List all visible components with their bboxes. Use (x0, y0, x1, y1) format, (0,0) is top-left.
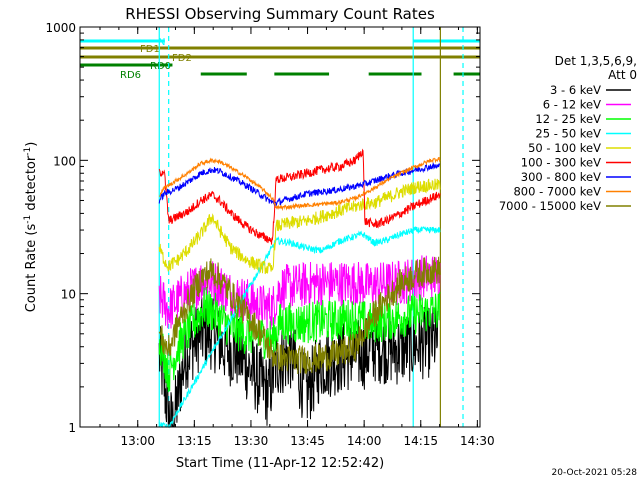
legend-label-2: 12 - 25 keV (535, 112, 601, 126)
legend-label-3: 25 - 50 keV (535, 127, 601, 141)
y-tick-label-3: 1000 (45, 21, 76, 35)
x-axis-label: Start Time (11-Apr-12 12:52:42) (176, 456, 384, 471)
x-tick-label-5: 14:15 (403, 434, 438, 448)
y-tick-label-1: 10 (61, 288, 76, 302)
y-axis-label-mid: detector (24, 155, 39, 215)
series-lines (158, 148, 441, 429)
flag-label-fd1: FD1 (140, 44, 160, 55)
chart-title: RHESSI Observing Summary Count Rates (125, 5, 435, 23)
series-line-800-7000-kev (159, 156, 441, 212)
series-line-100-300-kev (158, 148, 441, 245)
y-axis-label: Count Rate (s-1 detector-1) (23, 142, 39, 313)
legend-label-6: 300 - 800 keV (521, 170, 601, 184)
series-line-12-25-kev (158, 286, 441, 393)
series-line-300-800-kev (158, 161, 441, 208)
legend-label-0: 3 - 6 keV (550, 83, 601, 97)
x-tick-label-4: 14:00 (347, 434, 382, 448)
y-tick-label-0: 1 (68, 421, 76, 435)
flag-label-fd2: FD2 (172, 53, 192, 64)
flag-label-rd6: RD6 (120, 70, 141, 81)
x-tick-label-6: 14:30 (460, 434, 495, 448)
x-tick-label-3: 13:45 (290, 434, 325, 448)
y-tick-label-2: 100 (53, 154, 76, 168)
y-axis-label-main: Count Rate (s (24, 224, 39, 313)
plot-frame (79, 26, 481, 428)
series-line-7000-15000-kev (158, 256, 441, 375)
legend-label-4: 50 - 100 keV (528, 141, 601, 155)
legend-label-8: 7000 - 15000 keV (499, 199, 601, 213)
flag-label-n: N (158, 37, 165, 48)
series-line-25-50-kev (158, 226, 441, 429)
legend-label-5: 100 - 300 keV (521, 156, 601, 170)
series-line-50-100-kev (158, 178, 441, 275)
axes: 13:00 13:15 13:30 13:45 14:00 14:15 14:30 1 10 10… (45, 21, 494, 448)
y-axis-label-sup2: -1 (23, 147, 33, 156)
legend-label-1: 6 - 12 keV (543, 98, 601, 112)
y-axis-label-end: ) (24, 142, 39, 147)
legend-header-line2: Att 0 (608, 68, 637, 82)
y-axis-label-sup1: -1 (23, 215, 33, 224)
legend-label-7: 800 - 7000 keV (513, 185, 601, 199)
flag-label-rd0: RD0 (150, 61, 171, 72)
footer-timestamp: 20-Oct-2021 05:28 (552, 468, 638, 478)
legend-header-line1: Det 1,3,5,6,9, (555, 54, 637, 68)
x-tick-label-1: 13:15 (177, 434, 212, 448)
x-tick-label-0: 13:00 (120, 434, 155, 448)
x-tick-label-2: 13:30 (234, 434, 269, 448)
